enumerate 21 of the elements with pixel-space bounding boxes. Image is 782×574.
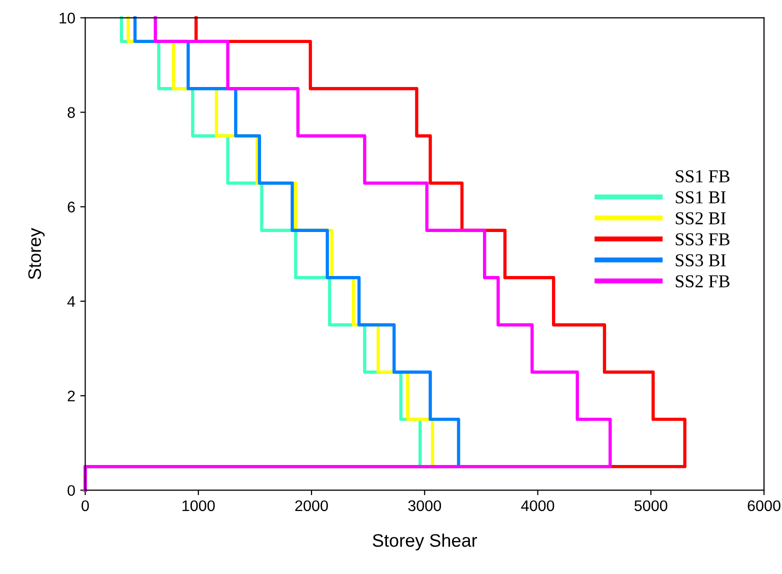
x-tick-label: 2000 [295,500,328,512]
y-tick-label: 0 [68,485,75,496]
legend-label: SS3 FB [676,233,730,246]
x-tick-label: 3000 [408,500,442,512]
y-tick-label: 2 [68,390,75,402]
legend-label: SS2 BI [676,212,726,224]
x-tick-label: 5000 [634,500,668,512]
x-tick-label: 0 [82,500,89,512]
legend-title: SS1 FB [676,170,730,182]
legend-label: SS1 BI [676,191,726,204]
y-axis-title: Storey [28,228,45,280]
y-tick-label: 8 [68,107,75,118]
x-tick-label: 6000 [748,500,780,512]
x-tick-label: 1000 [182,500,215,512]
x-axis-title: Storey Shear [372,534,478,550]
y-tick-label: 6 [68,202,75,212]
legend-label: SS3 BI [676,254,726,266]
x-tick-label: 4000 [521,500,554,512]
y-tick-label: 10 [60,12,75,24]
legend-label: SS2 FB [676,275,730,288]
y-tick-label: 4 [67,296,76,307]
